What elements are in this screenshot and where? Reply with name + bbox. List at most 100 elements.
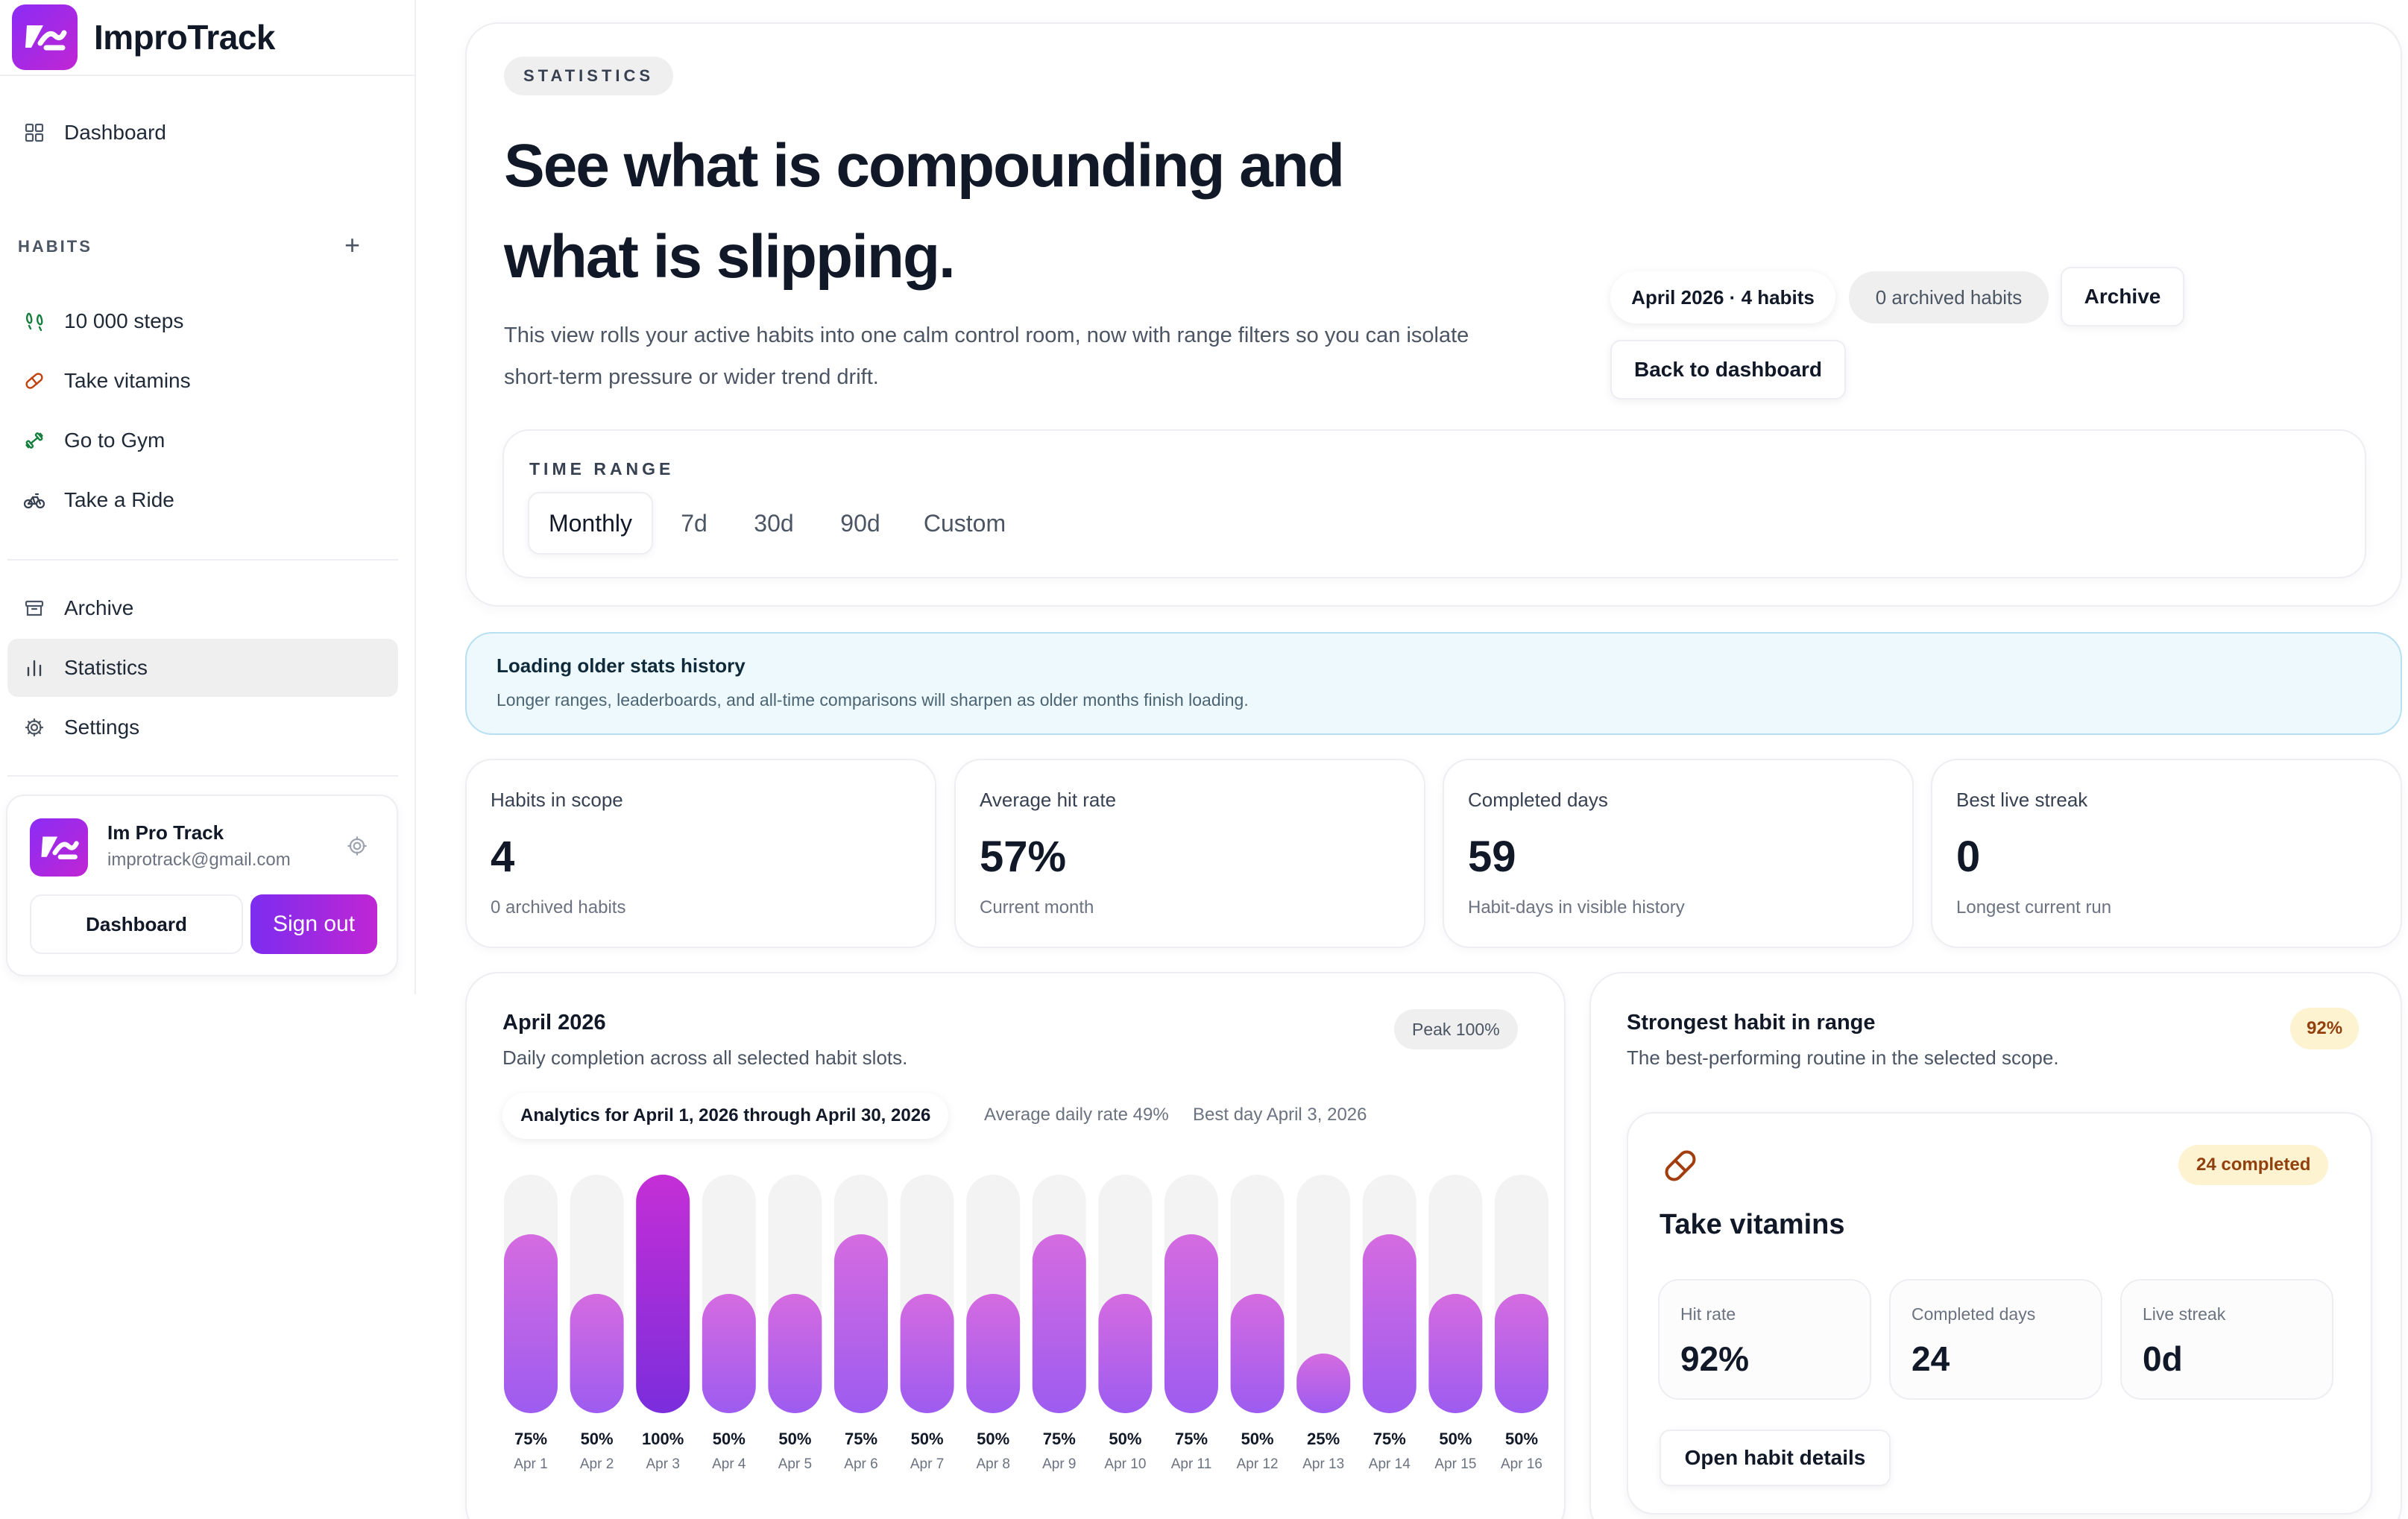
sidebar-item-take-a-ride[interactable]: Take a Ride (7, 471, 398, 529)
range-tab-30d[interactable]: 30d (754, 509, 794, 537)
bar-apr-1[interactable] (504, 1234, 558, 1413)
sidebar-item-label: Go to Gym (64, 429, 166, 452)
bar-apr-11[interactable] (1164, 1234, 1218, 1413)
app-name: ImproTrack (94, 18, 276, 57)
bar-value-label: 50% (1109, 1430, 1141, 1448)
bar-chart-icon (22, 656, 46, 680)
bar-value-label: 50% (911, 1430, 944, 1448)
stat-label: Hit rate (1680, 1304, 1736, 1324)
bar-apr-6[interactable] (834, 1234, 888, 1413)
bar-apr-16[interactable] (1495, 1294, 1548, 1413)
bar-apr-14[interactable] (1362, 1234, 1416, 1413)
daily-completion-chart-card: 75% Apr 1 50% Apr 2 100% Apr 3 50% Apr 4 50% Apr … (465, 972, 1566, 1519)
open-habit-details-button[interactable]: Open habit details (1660, 1430, 1891, 1486)
sidebar-item-take-vitamins[interactable]: Take vitamins (7, 352, 398, 410)
bar-value-label: 75% (845, 1430, 877, 1448)
bar-apr-15[interactable] (1428, 1294, 1483, 1413)
bar-apr-2[interactable] (570, 1294, 624, 1413)
bar-value-label: 75% (1043, 1430, 1076, 1448)
sidebar-item-label: Take a Ride (64, 488, 174, 511)
completed-count-badge: 24 completed (2178, 1145, 2329, 1185)
bar-apr-3[interactable] (636, 1175, 690, 1413)
daily-completion-chart: 75% Apr 1 50% Apr 2 100% Apr 3 50% Apr 4 50% Apr … (504, 1175, 1548, 1472)
sidebar-item-go-to-gym[interactable]: Go to Gym (7, 411, 398, 470)
stat-label: Completed days (1911, 1304, 2036, 1324)
range-tab-90d[interactable]: 90d (840, 509, 880, 537)
pill-icon (22, 369, 46, 393)
footsteps-icon (22, 309, 46, 333)
stat-completed-days: Completed days 24 (1889, 1279, 2102, 1400)
bar-value-label: 50% (778, 1430, 811, 1448)
archive-icon (22, 596, 46, 620)
dumbbell-icon (22, 429, 46, 452)
user-email: improtrack@gmail.com (107, 850, 291, 870)
bar-value-label: 100% (642, 1430, 684, 1448)
range-tab-custom[interactable]: Custom (923, 509, 1006, 537)
metric-sub: 0 archived habits (491, 897, 626, 918)
sidebar-item-statistics[interactable]: Statistics (7, 639, 398, 697)
bar-category-label: Apr 12 (1237, 1456, 1279, 1472)
gear-icon (22, 716, 46, 739)
range-tab-7d[interactable]: 7d (681, 509, 707, 537)
sidebar-item-dashboard[interactable]: Dashboard (7, 104, 398, 162)
sidebar-item-label: Take vitamins (64, 369, 191, 392)
bar-value-label: 50% (1241, 1430, 1274, 1448)
bar-category-label: Apr 10 (1104, 1456, 1146, 1472)
dashboard-button[interactable]: Dashboard (30, 894, 243, 954)
brand[interactable]: ImproTrack (12, 0, 276, 75)
back-to-dashboard-button[interactable]: Back to dashboard (1610, 340, 1846, 400)
bar-apr-12[interactable] (1230, 1294, 1285, 1413)
bar-value-label: 50% (713, 1430, 746, 1448)
metric-value: 57% (980, 833, 1067, 881)
metric-sub: Current month (980, 897, 1094, 918)
user-card: Im Pro Track improtrack@gmail.com Dashbo… (6, 795, 398, 976)
metric-card-average-hit-rate: Average hit rate 57% Current month (954, 759, 1425, 948)
bar-category-label: Apr 11 (1171, 1456, 1212, 1472)
bike-icon (22, 488, 46, 512)
bar-apr-10[interactable] (1098, 1294, 1153, 1413)
bar-value-label: 50% (581, 1430, 614, 1448)
peak-badge: Peak 100% (1394, 1009, 1518, 1049)
sidebar: ImproTrack Dashboard HABITS + 10 000 ste… (0, 0, 416, 994)
sidebar-item-settings[interactable]: Settings (7, 698, 398, 757)
habits-section-label: HABITS (18, 237, 92, 256)
strongest-percent-badge: 92% (2290, 1008, 2360, 1049)
bar-category-label: Apr 9 (1042, 1456, 1076, 1472)
stat-hit-rate: Hit rate 92% (1658, 1279, 1871, 1400)
bar-value-label: 75% (514, 1430, 547, 1448)
sidebar-item-10000-steps[interactable]: 10 000 steps (7, 292, 398, 350)
range-tab-monthly[interactable]: Monthly (528, 492, 653, 555)
bar-apr-5[interactable] (768, 1294, 822, 1413)
bar-value-label: 50% (1439, 1430, 1472, 1448)
statistics-hero: STATISTICS See what is compounding and w… (465, 22, 2402, 607)
metric-card-habits-in-scope: Habits in scope 4 0 archived habits (465, 759, 936, 948)
banner-text: Longer ranges, leaderboards, and all-tim… (497, 690, 1249, 710)
sidebar-item-archive[interactable]: Archive (7, 579, 398, 637)
bar-apr-13[interactable] (1296, 1354, 1351, 1413)
page-title: See what is compounding and what is slip… (504, 132, 1345, 291)
bar-apr-9[interactable] (1032, 1234, 1086, 1413)
average-daily-rate: Average daily rate 49% (984, 1105, 1169, 1125)
habit-name: Take vitamins (1660, 1209, 1845, 1240)
sign-out-button[interactable]: Sign out (250, 894, 377, 954)
bar-apr-7[interactable] (900, 1294, 954, 1413)
bar-value-label: 25% (1307, 1430, 1340, 1448)
bar-category-label: Apr 8 (976, 1456, 1009, 1472)
archive-button[interactable]: Archive (2061, 267, 2184, 326)
divider (0, 75, 415, 76)
stat-value: 0d (2143, 1339, 2183, 1378)
metric-sub: Habit-days in visible history (1468, 897, 1685, 918)
habit-summary-card: 24 completed Take vitamins Hit rate 92% … (1627, 1112, 2372, 1515)
metric-label: Habits in scope (491, 789, 623, 811)
bar-apr-8[interactable] (966, 1294, 1021, 1413)
section-eyebrow: STATISTICS (504, 57, 674, 95)
bar-apr-4[interactable] (702, 1294, 756, 1413)
banner-title: Loading older stats history (497, 654, 746, 677)
gear-icon[interactable] (346, 835, 371, 860)
strongest-habit-subtitle: The best-performing routine in the selec… (1627, 1046, 2059, 1069)
metric-label: Best live streak (1956, 789, 2088, 811)
archived-habits-chip: 0 archived habits (1849, 271, 2049, 323)
metric-value: 59 (1468, 833, 1516, 881)
add-habit-button[interactable]: + (344, 230, 361, 260)
bar-category-label: Apr 6 (844, 1456, 877, 1472)
